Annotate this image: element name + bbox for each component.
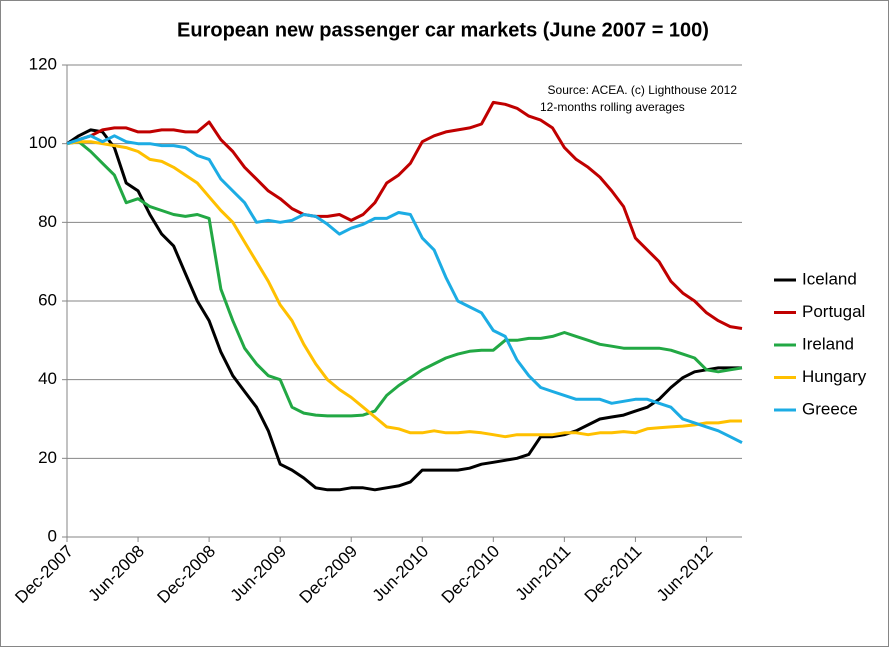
chart-title: European new passenger car markets (June… xyxy=(177,19,709,41)
series-line xyxy=(66,140,742,439)
annotation: Source: ACEA. (c) Lighthouse 2012 xyxy=(548,83,738,97)
y-tick-label: 60 xyxy=(38,290,57,309)
series-line xyxy=(66,134,743,444)
legend-label: Iceland xyxy=(802,269,857,288)
series-line xyxy=(66,140,743,418)
y-tick-label: 0 xyxy=(48,526,57,545)
y-tick-label: 20 xyxy=(38,448,57,467)
y-tick-label: 100 xyxy=(29,133,57,152)
series-line xyxy=(66,100,743,330)
y-tick-label: 40 xyxy=(38,369,57,388)
annotation: 12-months rolling averages xyxy=(540,100,685,114)
legend-label: Greece xyxy=(802,399,858,418)
y-tick-label: 80 xyxy=(38,212,57,231)
legend-label: Ireland xyxy=(802,334,854,353)
legend-label: Hungary xyxy=(802,367,867,386)
y-tick-label: 120 xyxy=(29,54,57,73)
legend-label: Portugal xyxy=(802,302,865,321)
series-line xyxy=(66,128,742,492)
